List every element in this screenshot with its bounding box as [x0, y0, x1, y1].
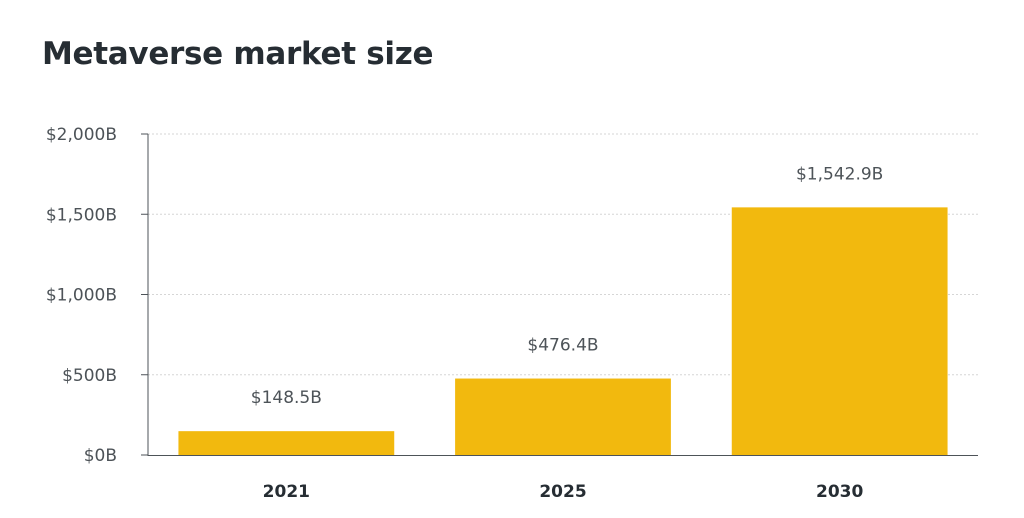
x-tick-label: 2030: [816, 482, 863, 502]
chart-title: Metaverse market size: [42, 36, 434, 72]
y-tick-label: $500B: [62, 366, 117, 386]
data-label: $148.5B: [251, 388, 322, 408]
y-tick-label: $2,000B: [46, 125, 117, 145]
bar-2025: [455, 378, 671, 455]
bar-2021: [178, 431, 395, 455]
y-tick-label: $1,500B: [46, 205, 117, 225]
x-tick-label: 2021: [263, 482, 310, 502]
bars: [178, 207, 948, 455]
data-label: $476.4B: [527, 336, 598, 356]
y-tick-label: $0B: [84, 446, 117, 466]
y-tick-label: $1,000B: [46, 286, 117, 306]
x-tick-label: 2025: [539, 482, 586, 502]
data-label: $1,542.9B: [796, 164, 883, 184]
labels: $0B $500B $1,000B $1,500B $2,000B $148.5B 2021…: [46, 125, 884, 502]
bar-2030: [731, 207, 948, 455]
axes: [141, 133, 978, 456]
